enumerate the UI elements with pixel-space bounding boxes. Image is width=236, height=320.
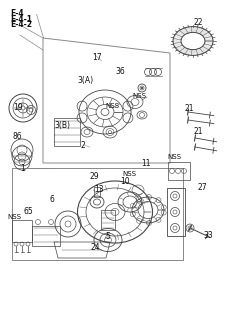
Text: E-4-1: E-4-1 <box>11 15 33 24</box>
Text: 3(A): 3(A) <box>78 76 94 85</box>
Text: 11: 11 <box>142 159 151 168</box>
Text: 10: 10 <box>120 177 130 186</box>
Text: 19: 19 <box>13 103 23 112</box>
Text: 13: 13 <box>94 185 104 194</box>
Text: NSS: NSS <box>7 214 21 220</box>
Text: 3(B): 3(B) <box>54 121 70 130</box>
Text: 24: 24 <box>90 243 100 252</box>
Bar <box>94 187 100 197</box>
Bar <box>12 220 32 242</box>
Text: 17: 17 <box>92 53 102 62</box>
Circle shape <box>141 87 143 89</box>
Text: NSS: NSS <box>105 103 119 109</box>
Text: E-4: E-4 <box>11 9 24 18</box>
Text: 36: 36 <box>116 67 125 76</box>
Text: 2: 2 <box>80 141 85 150</box>
Text: 29: 29 <box>90 172 99 181</box>
Text: 27: 27 <box>197 183 207 192</box>
Bar <box>168 162 190 180</box>
Text: 1: 1 <box>20 164 25 173</box>
Bar <box>32 226 60 246</box>
Text: 21: 21 <box>194 127 203 136</box>
Text: E-4-2: E-4-2 <box>11 20 33 29</box>
Bar <box>101 210 115 230</box>
Text: 65: 65 <box>23 207 33 216</box>
Text: 22: 22 <box>194 18 203 27</box>
Text: 6: 6 <box>50 195 55 204</box>
Text: 33: 33 <box>203 231 213 240</box>
Text: 86: 86 <box>13 132 22 141</box>
Bar <box>167 188 185 236</box>
Text: 5: 5 <box>106 232 111 241</box>
Text: NSS: NSS <box>168 154 181 160</box>
Text: NSS: NSS <box>123 172 137 177</box>
Text: NSS: NSS <box>132 93 146 99</box>
Text: 21: 21 <box>185 104 194 113</box>
